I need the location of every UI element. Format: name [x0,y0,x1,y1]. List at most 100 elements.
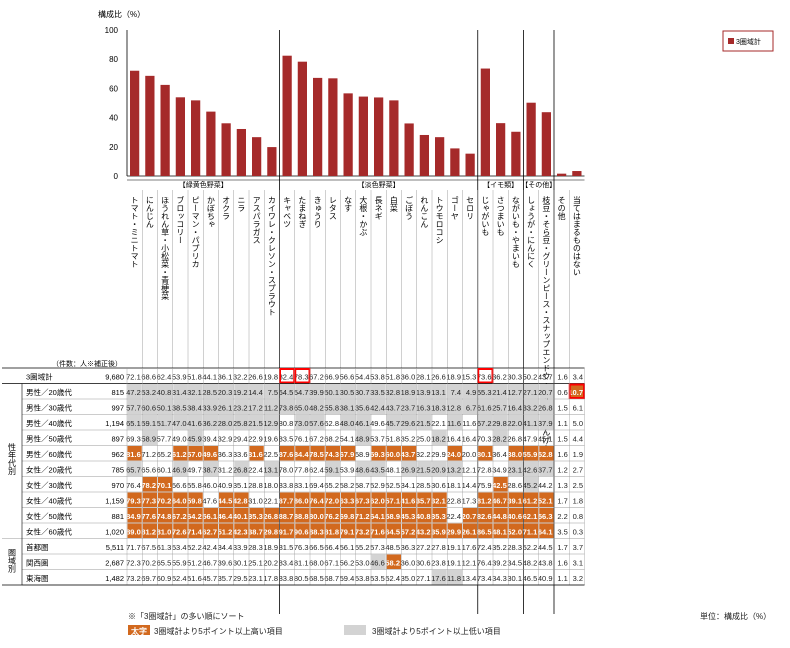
table-cell-value: 71.2 [355,512,370,521]
table-cell-value: 29.9 [446,528,461,537]
category-label: その他 [557,196,566,221]
table-cell-value: 22.9 [248,435,263,444]
table-cell-value: 41.1 [523,419,538,428]
bar [358,96,368,176]
table-cell-bg [417,523,432,538]
table-cell-bg [356,415,371,430]
row-label: 男性／60歳代 [26,449,72,459]
table-cell-bg [249,508,264,523]
table-cell-bg [264,461,279,476]
table-cell-value: 58.9 [141,435,156,444]
table-cell-bg [539,384,554,399]
table-cell-bg [158,415,173,430]
table-cell-value: 21.4 [492,388,507,397]
category-label: しょうが・にんにく [527,196,536,268]
table-cell-value: 13.1 [263,466,278,475]
table-cell-value: 47.6 [202,497,217,506]
row-label: 女性／40歳代 [26,496,72,506]
row-count: 2,687 [105,559,124,568]
table-cell-bg [142,508,157,523]
table-cell-value: 64.5 [279,388,294,397]
table-cell-value: 26.6 [248,373,263,382]
table-cell-bg [417,415,432,430]
table-cell-value: 51.2 [218,528,233,537]
highlight-box [568,383,585,399]
table-cell-bg [371,523,386,538]
table-cell-value: 46.0 [202,481,217,490]
table-cell-value: 17.3 [462,497,477,506]
table-cell-bg [417,461,432,476]
table-cell-value: 44.5 [538,543,553,552]
table-cell-value: 35.2 [401,435,416,444]
table-cell-value: 49.6 [370,419,385,428]
table-cell-value: 88.8 [294,512,309,521]
table-cell-value: 35.6 [355,404,370,413]
bar [175,97,185,176]
table-cell-value: 15.3 [462,373,477,382]
table-cell-value: 36.4 [492,450,507,459]
table-cell-value: 21.5 [248,419,263,428]
table-cell-value: 83.8 [279,481,294,490]
table-cell-value: 70.2 [141,559,156,568]
table-cell-bg [219,399,234,414]
bar [191,100,201,176]
table-cell-value: 56.3 [538,512,553,521]
table-cell-value: 45.2 [523,481,538,490]
table-cell-value: 25.8 [233,419,248,428]
table-cell-bg [219,508,234,523]
table-cell-value: 26.8 [263,512,278,521]
table-cell-value: 72.3 [126,559,141,568]
row-count: 897 [111,435,124,444]
table-cell-value: 53.2 [141,388,156,397]
table-cell-value: 53.9 [172,373,187,382]
table-cell-value: 32.9 [218,435,233,444]
table-cell-value: 30.7 [355,388,370,397]
table-cell-value: 19.8 [263,373,278,382]
bar [465,153,475,176]
table-cell-bg [447,415,462,430]
group-label: 【イモ類】 [483,180,518,189]
table-cell-bg [142,523,157,538]
bar [252,137,262,176]
table-cell-value: 1.2 [557,466,567,475]
table-cell-value: 72.1 [126,373,141,382]
category-label: きゅうり [313,196,322,228]
table-cell-bg [386,399,401,414]
table-cell-value: 12.7 [507,388,522,397]
table-cell-bg [158,523,173,538]
table-cell-value: 47.2 [126,388,141,397]
table-cell-value: 70.2 [157,497,172,506]
table-cell-bg [539,492,554,507]
table-cell-bg [524,523,539,538]
table-cell-value: 45.7 [202,574,217,583]
table-cell-value: 56.1 [202,512,217,521]
table-cell-value: 52.1 [538,497,553,506]
table-cell-bg [386,384,401,399]
table-cell-value: 11.8 [447,574,461,583]
table-cell-value: 65.0 [294,404,309,413]
table-cell-bg [508,523,523,538]
table-cell-bg [524,399,539,414]
table-cell-value: 73.4 [477,574,492,583]
table-cell-bg [386,523,401,538]
table-cell-value: 90.6 [294,528,309,537]
table-cell-bg [402,508,417,523]
table-cell-bg [325,492,340,507]
table-cell-value: 52.5 [385,481,400,490]
table-cell-value: 33.2 [523,404,538,413]
bar [389,100,399,176]
table-cell-bg [310,508,325,523]
table-cell-value: 61.2 [523,497,538,506]
table-cell-value: 39.1 [507,497,522,506]
table-cell-value: 26.1 [462,528,477,537]
table-cell-value: 46.7 [202,559,217,568]
table-cell-value: 6.7 [466,404,476,413]
table-cell-value: 68.5 [309,574,324,583]
table-cell-value: 16.4 [446,435,461,444]
row-count: 962 [111,450,124,459]
row-count: 997 [111,404,124,413]
table-cell-value: 43.2 [416,528,431,537]
table-cell-value: 20.7 [538,388,553,397]
bar [145,75,155,176]
row-count: 5,511 [106,543,124,552]
